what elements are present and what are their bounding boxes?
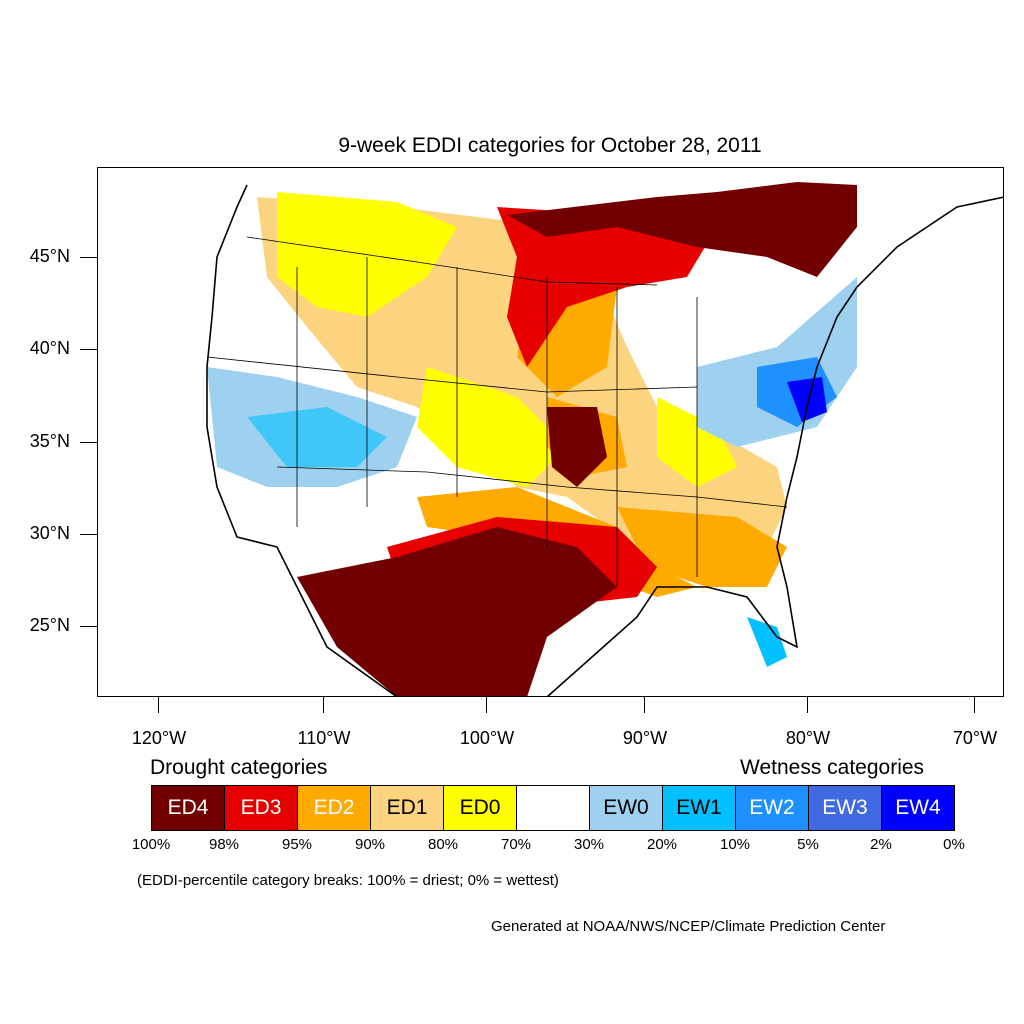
lon-label-80: 80°W	[785, 728, 831, 748]
wetness-heading: Wetness categories	[740, 756, 925, 779]
legend-percentile: 0%	[943, 836, 965, 853]
lat-label-30: 30°N	[29, 523, 70, 543]
legend-percentile: 20%	[646, 836, 678, 853]
ed4-region-texas	[297, 527, 617, 697]
ed3-region-north	[497, 207, 717, 367]
legend-box-ed2: ED2	[297, 785, 371, 831]
lon-tick	[807, 697, 808, 713]
legend-percentile: 10%	[719, 836, 751, 853]
lat-label-35: 35°N	[29, 431, 70, 451]
legend-percentile: 98%	[208, 836, 240, 853]
legend-percentile: 2%	[870, 836, 892, 853]
legend-percentile: 95%	[281, 836, 313, 853]
lat-label-40: 40°N	[29, 338, 70, 358]
lon-label-100: 100°W	[459, 728, 515, 748]
ed4-region-oklahoma	[547, 407, 607, 487]
state-boundaries	[206, 236, 788, 587]
lat-tick	[80, 534, 97, 535]
legend-box-ew2: EW2	[735, 785, 809, 831]
legend-percentile: 80%	[427, 836, 459, 853]
coastline	[206, 184, 1004, 697]
ew1-region-florida	[747, 617, 787, 667]
legend-box-ed1: ED1	[370, 785, 444, 831]
lat-tick	[80, 442, 97, 443]
legend-percentile: 5%	[797, 836, 819, 853]
legend-percentile: 70%	[500, 836, 532, 853]
lon-tick	[323, 697, 324, 713]
legend-box-ew4: EW4	[881, 785, 955, 831]
lat-tick	[80, 626, 97, 627]
ew4-region-east	[787, 377, 827, 422]
lon-label-90: 90°W	[622, 728, 668, 748]
legend-percentile: 30%	[573, 836, 605, 853]
legend-box-ew0: EW0	[589, 785, 663, 831]
ew1-region-west	[247, 407, 387, 467]
map-title: 9-week EDDI categories for October 28, 2…	[338, 134, 762, 157]
lat-label-25: 25°N	[29, 615, 70, 635]
legend-box-ed4: ED4	[151, 785, 225, 831]
legend-box-ed3: ED3	[224, 785, 298, 831]
lon-tick	[974, 697, 975, 713]
lat-label-45: 45°N	[29, 246, 70, 266]
ed0-region-central	[417, 367, 567, 487]
lon-label-110: 110°W	[297, 728, 351, 748]
lon-label-70: 70°W	[952, 728, 998, 748]
legend-box-ew1: EW1	[662, 785, 736, 831]
legend-note: (EDDI-percentile category breaks: 100% =…	[137, 872, 559, 889]
credit-text: Generated at NOAA/NWS/NCEP/Climate Predi…	[491, 918, 886, 935]
lon-tick	[158, 697, 159, 713]
legend-box-ed0: ED0	[443, 785, 517, 831]
legend-percentile: 100%	[131, 836, 171, 853]
lon-tick	[486, 697, 487, 713]
legend-box-ew3: EW3	[808, 785, 882, 831]
lat-tick	[80, 257, 97, 258]
ed4-region-northeast	[507, 182, 857, 277]
eddi-map	[97, 167, 1004, 697]
legend-percentile: 90%	[354, 836, 386, 853]
lat-tick	[80, 349, 97, 350]
map-frame	[97, 167, 1004, 697]
ed2-region-southeast	[617, 507, 787, 587]
drought-heading: Drought categories	[150, 756, 328, 779]
legend-box-normal	[516, 785, 590, 831]
lon-tick	[644, 697, 645, 713]
lon-label-120: 120°W	[131, 728, 187, 748]
